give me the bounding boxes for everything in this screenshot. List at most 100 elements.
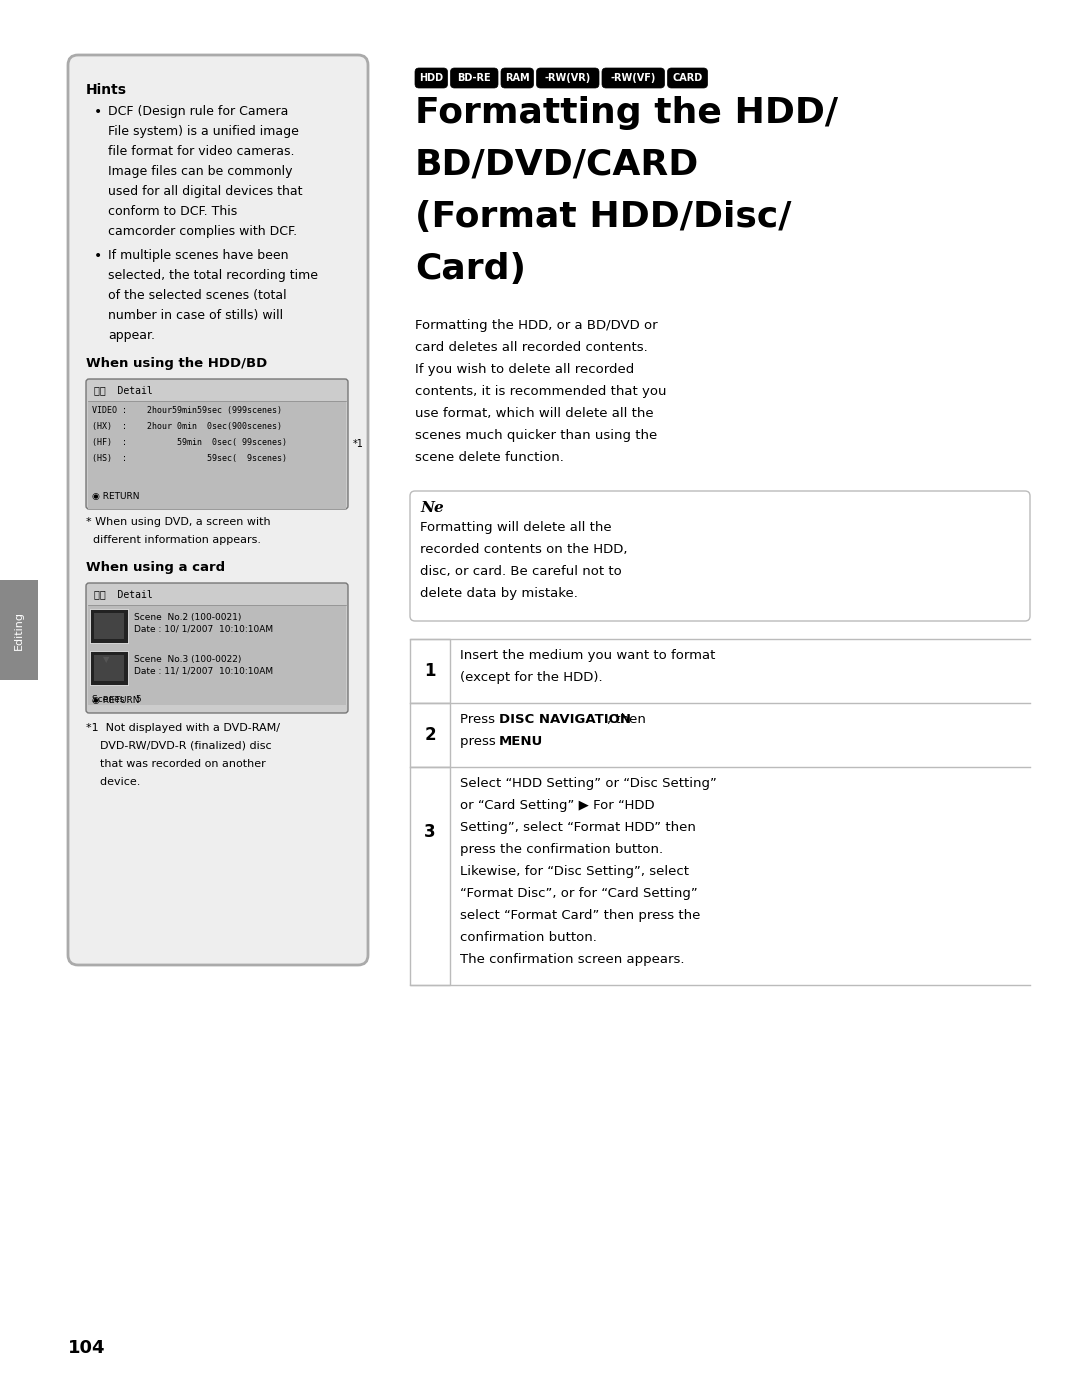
Text: When using a card: When using a card xyxy=(86,562,225,574)
Text: VIDEO :    2hour59min59sec (999scenes): VIDEO : 2hour59min59sec (999scenes) xyxy=(92,407,282,415)
FancyBboxPatch shape xyxy=(68,54,368,965)
Text: appear.: appear. xyxy=(108,330,156,342)
Text: (Format HDD/Disc/: (Format HDD/Disc/ xyxy=(415,200,792,235)
Bar xyxy=(410,703,450,767)
Text: selected, the total recording time: selected, the total recording time xyxy=(108,270,318,282)
Text: DISC NAVIGATION: DISC NAVIGATION xyxy=(499,712,631,726)
Text: number in case of stills) will: number in case of stills) will xyxy=(108,309,283,321)
Text: Scene  No.3 (100-0022): Scene No.3 (100-0022) xyxy=(134,655,241,664)
Text: ▼: ▼ xyxy=(103,655,109,664)
Text: *1  Not displayed with a DVD-RAM/: *1 Not displayed with a DVD-RAM/ xyxy=(86,724,280,733)
Text: card deletes all recorded contents.: card deletes all recorded contents. xyxy=(415,341,648,353)
Text: 🎥💾  Detail: 🎥💾 Detail xyxy=(94,386,152,395)
Text: The confirmation screen appears.: The confirmation screen appears. xyxy=(460,953,685,965)
Text: *1: *1 xyxy=(353,439,364,448)
Text: BD-RE: BD-RE xyxy=(458,73,491,82)
Text: Editing: Editing xyxy=(14,610,24,650)
Text: Scenes :  5: Scenes : 5 xyxy=(92,694,141,704)
Text: If you wish to delete all recorded: If you wish to delete all recorded xyxy=(415,363,634,376)
Text: that was recorded on another: that was recorded on another xyxy=(86,759,266,768)
Text: -RW(VR): -RW(VR) xyxy=(544,73,591,82)
FancyBboxPatch shape xyxy=(450,68,498,88)
FancyBboxPatch shape xyxy=(602,68,664,88)
Text: ◉ RETURN: ◉ RETURN xyxy=(92,492,139,502)
Text: select “Format Card” then press the: select “Format Card” then press the xyxy=(460,909,700,922)
Text: used for all digital devices that: used for all digital devices that xyxy=(108,184,302,198)
Text: Press: Press xyxy=(460,712,499,726)
Text: camcorder complies with DCF.: camcorder complies with DCF. xyxy=(108,225,297,237)
Text: RAM: RAM xyxy=(505,73,529,82)
Bar xyxy=(94,613,124,638)
Text: Hints: Hints xyxy=(86,82,127,96)
Text: Likewise, for “Disc Setting”, select: Likewise, for “Disc Setting”, select xyxy=(460,865,689,877)
FancyBboxPatch shape xyxy=(501,68,534,88)
Bar xyxy=(94,655,124,680)
Text: file format for video cameras.: file format for video cameras. xyxy=(108,145,295,158)
Text: (HX)  :    2hour 0min  0sec(900scenes): (HX) : 2hour 0min 0sec(900scenes) xyxy=(92,422,282,432)
Text: MENU: MENU xyxy=(499,735,543,747)
Text: BD/DVD/CARD: BD/DVD/CARD xyxy=(415,148,699,182)
Text: DVD-RW/DVD-R (finalized) disc: DVD-RW/DVD-R (finalized) disc xyxy=(86,740,272,752)
Text: •: • xyxy=(94,105,103,119)
Text: CARD: CARD xyxy=(673,73,703,82)
FancyBboxPatch shape xyxy=(415,68,447,88)
Text: conform to DCF. This: conform to DCF. This xyxy=(108,205,238,218)
Text: Ne: Ne xyxy=(420,502,444,515)
Text: Card): Card) xyxy=(415,251,526,286)
Text: 104: 104 xyxy=(68,1338,106,1356)
Bar xyxy=(0,580,38,680)
Text: 3: 3 xyxy=(424,823,436,841)
Text: .: . xyxy=(528,735,532,747)
Text: press: press xyxy=(460,735,500,747)
Bar xyxy=(90,651,129,685)
Text: Insert the medium you want to format: Insert the medium you want to format xyxy=(460,650,715,662)
Bar xyxy=(90,609,129,643)
Text: scenes much quicker than using the: scenes much quicker than using the xyxy=(415,429,658,441)
Text: Image files can be commonly: Image files can be commonly xyxy=(108,165,293,177)
FancyBboxPatch shape xyxy=(410,490,1030,622)
Text: ◉ RETURN: ◉ RETURN xyxy=(92,696,139,705)
FancyBboxPatch shape xyxy=(86,583,348,712)
Bar xyxy=(87,401,346,509)
Text: press the confirmation button.: press the confirmation button. xyxy=(460,842,663,856)
Text: disc, or card. Be careful not to: disc, or card. Be careful not to xyxy=(420,564,622,578)
Bar xyxy=(410,638,450,703)
Text: of the selected scenes (total: of the selected scenes (total xyxy=(108,289,286,302)
Text: Date : 10/ 1/2007  10:10:10AM: Date : 10/ 1/2007 10:10:10AM xyxy=(134,624,273,634)
Text: scene delete function.: scene delete function. xyxy=(415,451,564,464)
Text: different information appears.: different information appears. xyxy=(86,535,261,545)
Text: Setting”, select “Format HDD” then: Setting”, select “Format HDD” then xyxy=(460,821,696,834)
Text: (HS)  :                59sec(  9scenes): (HS) : 59sec( 9scenes) xyxy=(92,454,287,462)
Text: Formatting the HDD/: Formatting the HDD/ xyxy=(415,96,838,130)
Text: 📷💾  Detail: 📷💾 Detail xyxy=(94,590,152,599)
Text: Date : 11/ 1/2007  10:10:10AM: Date : 11/ 1/2007 10:10:10AM xyxy=(134,666,273,676)
FancyBboxPatch shape xyxy=(537,68,599,88)
Text: confirmation button.: confirmation button. xyxy=(460,930,597,944)
Text: device.: device. xyxy=(86,777,140,787)
Text: Scene  No.2 (100-0021): Scene No.2 (100-0021) xyxy=(134,613,241,622)
Text: recorded contents on the HDD,: recorded contents on the HDD, xyxy=(420,543,627,556)
Text: Select “HDD Setting” or “Disc Setting”: Select “HDD Setting” or “Disc Setting” xyxy=(460,777,717,789)
Text: (HF)  :          59min  0sec( 99scenes): (HF) : 59min 0sec( 99scenes) xyxy=(92,439,287,447)
Text: * When using DVD, a screen with: * When using DVD, a screen with xyxy=(86,517,271,527)
Text: If multiple scenes have been: If multiple scenes have been xyxy=(108,249,288,263)
Text: File system) is a unified image: File system) is a unified image xyxy=(108,124,299,138)
Text: 2: 2 xyxy=(424,726,436,745)
Text: contents, it is recommended that you: contents, it is recommended that you xyxy=(415,386,666,398)
Text: Formatting the HDD, or a BD/DVD or: Formatting the HDD, or a BD/DVD or xyxy=(415,319,658,332)
Text: “Format Disc”, or for “Card Setting”: “Format Disc”, or for “Card Setting” xyxy=(460,887,698,900)
Text: or “Card Setting” ▶ For “HDD: or “Card Setting” ▶ For “HDD xyxy=(460,799,654,812)
Text: HDD: HDD xyxy=(419,73,443,82)
Text: -RW(VF): -RW(VF) xyxy=(610,73,656,82)
FancyBboxPatch shape xyxy=(86,379,348,509)
Bar xyxy=(410,767,450,985)
Text: Formatting will delete all the: Formatting will delete all the xyxy=(420,521,611,534)
Text: delete data by mistake.: delete data by mistake. xyxy=(420,587,578,599)
Text: use format, which will delete all the: use format, which will delete all the xyxy=(415,407,653,420)
Text: , then: , then xyxy=(607,712,646,726)
Text: DCF (Design rule for Camera: DCF (Design rule for Camera xyxy=(108,105,288,117)
Text: (except for the HDD).: (except for the HDD). xyxy=(460,671,603,685)
FancyBboxPatch shape xyxy=(667,68,707,88)
Text: 1: 1 xyxy=(424,662,435,680)
Text: When using the HDD/BD: When using the HDD/BD xyxy=(86,358,267,370)
